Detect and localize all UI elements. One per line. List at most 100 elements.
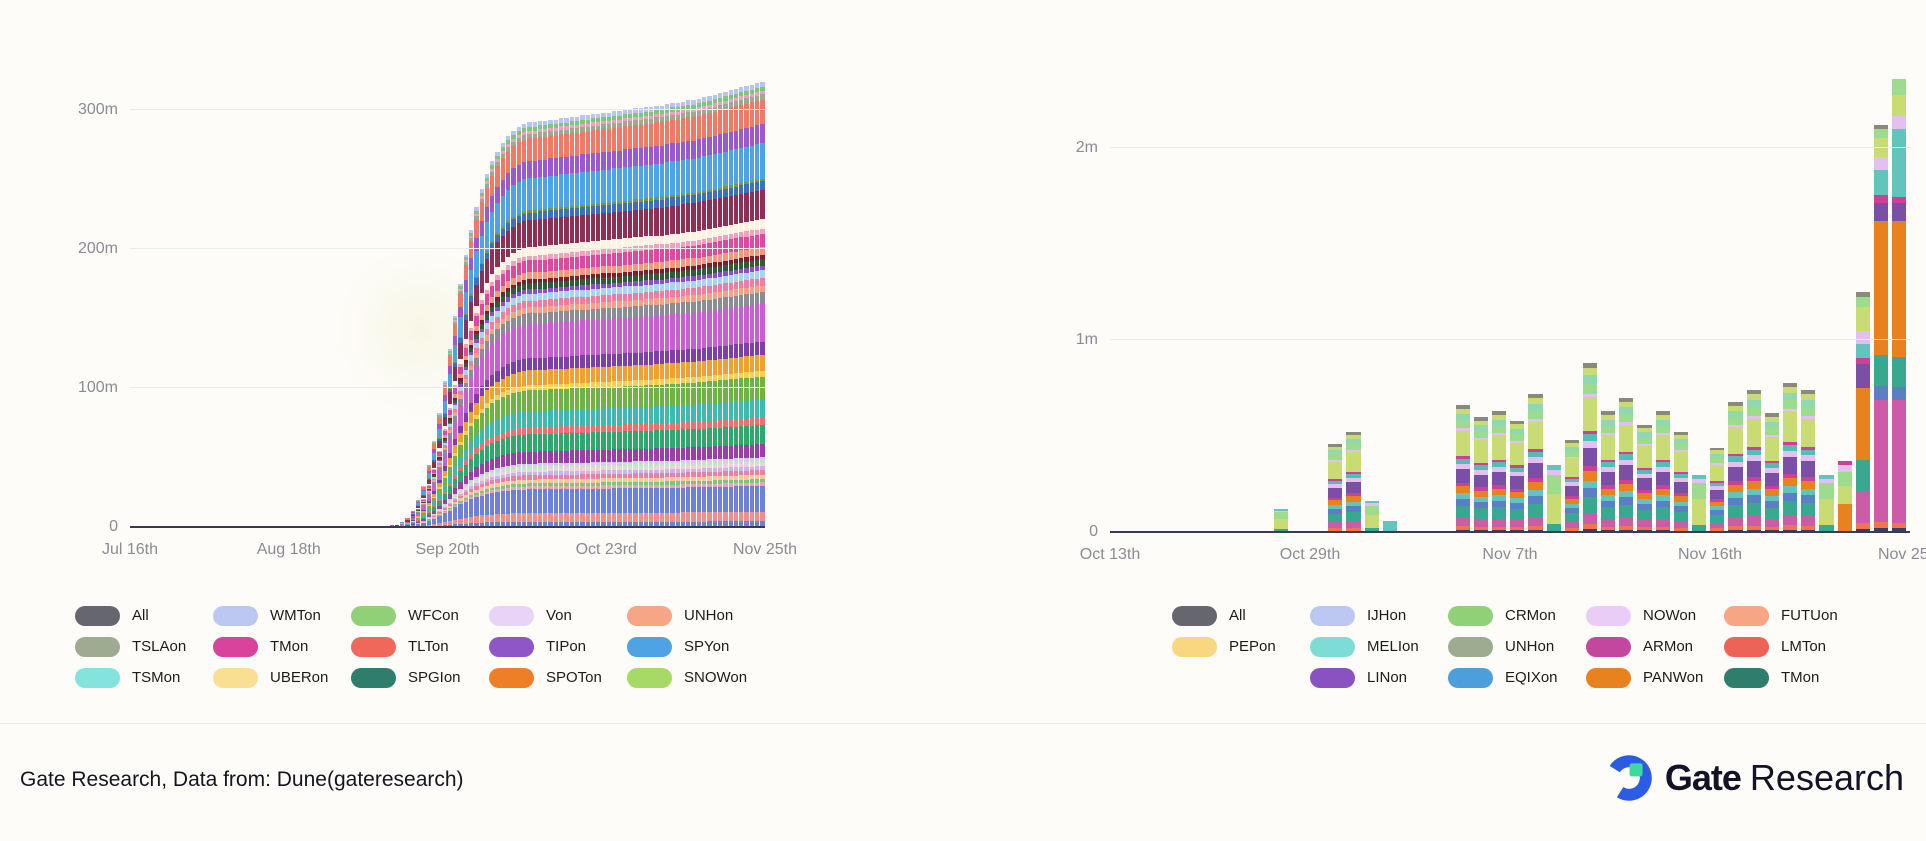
bar-segment	[437, 414, 442, 416]
bar-segment	[1710, 447, 1725, 451]
bar-segment	[516, 521, 521, 527]
bar-segment	[739, 268, 744, 274]
bar-segment	[723, 461, 728, 465]
stacked-bar	[1782, 382, 1798, 532]
bar-segment	[596, 241, 601, 251]
bar-segment	[733, 401, 739, 420]
bar-segment	[500, 196, 506, 227]
bar-segment	[590, 122, 596, 126]
bar-segment	[479, 478, 484, 481]
bar-segment	[574, 368, 580, 384]
bar-segment	[1346, 450, 1361, 453]
bar-segment	[437, 514, 442, 516]
bar-segment	[664, 314, 670, 351]
x-tick-label: Aug 18th	[256, 541, 321, 558]
stacked-bar	[532, 122, 537, 527]
bar-segment	[638, 116, 643, 120]
bar-segment	[532, 283, 537, 290]
bar-segment	[664, 350, 670, 364]
bar-segment	[627, 306, 633, 318]
bar-segment	[1364, 501, 1379, 504]
bar-segment	[490, 171, 495, 176]
bar-segment	[680, 281, 686, 289]
bar-segment	[442, 435, 447, 438]
bar-segment	[431, 515, 437, 517]
bar-segment	[680, 106, 686, 111]
bar-segment	[712, 462, 717, 465]
bar-segment	[1473, 519, 1488, 527]
bar-segment	[532, 468, 537, 472]
bar-segment	[1655, 507, 1670, 519]
bar-segment	[484, 494, 490, 515]
bar-segment	[463, 421, 468, 432]
bar-segment	[643, 284, 649, 292]
bar-segment	[437, 416, 442, 418]
bar-segment	[606, 449, 612, 463]
stacked-bar	[755, 83, 760, 527]
bar-segment	[702, 521, 707, 527]
bar-segment	[633, 521, 638, 527]
bar-segment	[654, 273, 659, 280]
bar-segment	[479, 293, 484, 301]
bar-segment	[580, 488, 585, 513]
bar-segment	[405, 518, 410, 519]
legend-item-panwon: PANWon	[1586, 667, 1724, 688]
bar-segment	[543, 357, 548, 370]
bar-segment	[739, 222, 744, 233]
bar-segment	[1619, 491, 1634, 498]
bar-segment	[728, 270, 733, 276]
bar-segment	[670, 303, 675, 315]
bar-segment	[1637, 432, 1652, 438]
bar-segment	[553, 210, 559, 219]
bar-segment	[627, 264, 633, 272]
bar-segment	[739, 280, 744, 289]
bar-segment	[733, 470, 739, 476]
bar-segment	[739, 372, 744, 379]
bar-segment	[717, 110, 723, 135]
bar-segment	[410, 523, 416, 525]
bar-segment	[506, 287, 511, 292]
bar-segment	[569, 279, 574, 286]
stacked-bar	[1491, 411, 1507, 532]
bar-segment	[739, 182, 744, 186]
bar-segment	[680, 141, 686, 161]
bar-segment	[723, 464, 728, 468]
bar-segment	[500, 151, 506, 154]
stacked-bar	[707, 95, 712, 527]
bar-segment	[453, 524, 458, 527]
bar-segment	[749, 521, 755, 527]
bar-segment	[500, 285, 506, 293]
bar-segment	[760, 462, 765, 467]
bar-segment	[760, 292, 765, 304]
bar-segment	[574, 208, 580, 216]
bar-segment	[1855, 344, 1870, 359]
bar-segment	[649, 484, 654, 489]
logo-text-regular: Research	[1749, 757, 1904, 798]
bar-segment	[548, 451, 553, 464]
bar-segment	[712, 103, 717, 107]
bar-segment	[500, 295, 506, 302]
bar-segment	[1328, 446, 1343, 451]
bar-segment	[484, 476, 490, 479]
stacked-bar	[1619, 397, 1634, 532]
bar-segment	[596, 130, 601, 154]
bar-segment	[453, 344, 458, 362]
legend-swatch	[1724, 667, 1769, 688]
bar-segment	[601, 354, 606, 367]
bar-segment	[643, 262, 649, 271]
bar-segment	[1346, 432, 1361, 436]
bar-segment	[744, 280, 749, 288]
bar-segment	[1346, 474, 1361, 479]
stacked-bar	[1873, 125, 1889, 532]
bar-segment	[564, 252, 569, 258]
stacked-bar	[664, 104, 670, 527]
bar-segment	[617, 203, 622, 212]
bar-segment	[717, 446, 723, 460]
bar-segment	[553, 270, 559, 278]
bar-segment	[617, 512, 622, 522]
bar-segment	[654, 315, 659, 352]
bar-segment	[442, 475, 447, 478]
bar-segment	[680, 404, 686, 423]
bar-segment	[553, 299, 559, 306]
bar-segment	[691, 487, 696, 513]
